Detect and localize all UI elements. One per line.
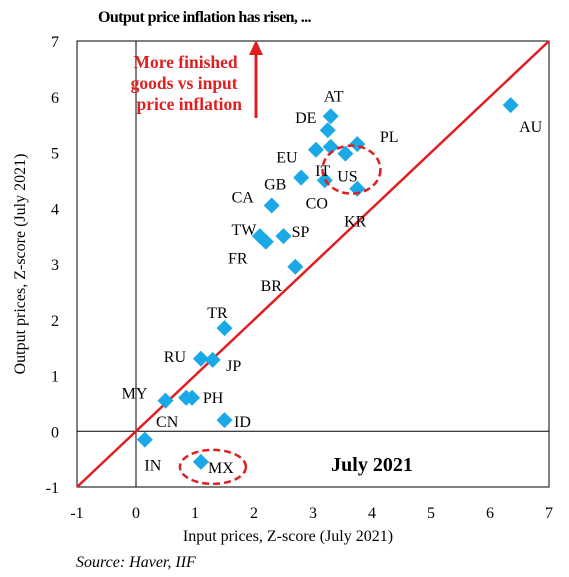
point-jp-marker xyxy=(204,351,221,368)
x-tick-label: 6 xyxy=(486,505,494,522)
y-axis-label: Output prices, Z-score (July 2021) xyxy=(12,154,29,375)
point-de-label: DE xyxy=(295,110,316,127)
point-id-label: ID xyxy=(234,414,251,431)
x-tick-label: 7 xyxy=(545,505,553,522)
point-gb-label: GB xyxy=(264,177,286,194)
x-tick-label: 0 xyxy=(132,505,140,522)
point-tw-label: TW xyxy=(231,222,257,239)
point-tr-marker xyxy=(216,320,233,337)
point-pl-marker xyxy=(349,136,366,153)
highlight-circle-mx xyxy=(178,448,248,486)
annotation-text: More finished goods vs input price infla… xyxy=(131,52,243,114)
point-cn-label: CN xyxy=(156,414,179,431)
y-tick-label: 4 xyxy=(51,201,59,218)
x-tick-label: 2 xyxy=(250,505,258,522)
point-ca-marker xyxy=(263,197,280,214)
point-eu-marker xyxy=(307,141,324,158)
highlight-circle-us xyxy=(321,144,382,195)
point-us-marker xyxy=(337,145,354,162)
point-eu-label: EU xyxy=(276,150,298,167)
x-tick-labels: -1 0 1 2 3 4 5 6 7 xyxy=(70,505,553,522)
y-tick-label: 2 xyxy=(51,313,59,330)
date-label: July 2021 xyxy=(331,454,413,476)
data-points xyxy=(136,97,519,470)
point-at-label: AT xyxy=(324,88,344,105)
point-de-marker xyxy=(319,122,336,139)
point-jp-label: JP xyxy=(226,358,241,375)
point-br-label: BR xyxy=(261,278,283,295)
y-tick-label: 0 xyxy=(51,424,59,441)
point-br-marker xyxy=(287,258,304,275)
point-au-label: AU xyxy=(519,119,543,136)
point-gb-marker xyxy=(293,169,310,186)
point-tr-label: TR xyxy=(207,305,228,322)
point-fr-marker xyxy=(257,233,274,250)
point-in-marker xyxy=(136,431,153,448)
point-au-marker xyxy=(502,97,519,114)
point-ph-label: PH xyxy=(203,390,224,407)
point-at-marker xyxy=(322,108,339,125)
point-cn-marker xyxy=(178,389,195,406)
y-tick-label: 5 xyxy=(51,146,59,163)
y-tick-label: 1 xyxy=(51,369,59,386)
point-my-label: MY xyxy=(122,386,148,403)
point-fr-label: FR xyxy=(228,251,248,268)
x-tick-label: 4 xyxy=(368,505,376,522)
point-id-marker xyxy=(216,412,233,429)
x-tick-label: 3 xyxy=(309,505,317,522)
x-axis-label: Input prices, Z-score (July 2021) xyxy=(183,528,393,545)
annotation-line-3: price inflation xyxy=(137,94,243,114)
point-co-label: CO xyxy=(306,195,328,212)
point-ru-label: RU xyxy=(164,349,187,366)
highlight-circles xyxy=(178,144,382,486)
source-note: Source: Haver, IIF xyxy=(76,554,196,571)
y-tick-label: 7 xyxy=(51,34,59,51)
point-sp-label: SP xyxy=(292,224,310,241)
y-tick-label: 3 xyxy=(51,257,59,274)
point-mx-label: MX xyxy=(208,460,234,477)
forty-five-degree-line xyxy=(76,40,550,488)
point-in-label: IN xyxy=(144,458,161,475)
point-sp-marker xyxy=(275,228,292,245)
annotation-line-2: goods vs input xyxy=(131,73,238,93)
y-tick-label: -1 xyxy=(46,480,59,497)
y-tick-labels: -1 0 1 2 3 4 5 6 7 xyxy=(46,34,59,497)
point-us-label: US xyxy=(337,169,357,186)
point-it-marker xyxy=(322,138,339,155)
plot-frame xyxy=(76,40,550,488)
annotation-line-1: More finished xyxy=(133,52,237,72)
point-kr-label: KR xyxy=(344,214,367,231)
point-mx-marker xyxy=(192,453,209,470)
point-ru-marker xyxy=(192,350,209,367)
point-ca-label: CA xyxy=(232,189,255,206)
annotation-arrow xyxy=(249,40,263,118)
x-tick-label: 1 xyxy=(191,505,199,522)
point-pl-label: PL xyxy=(380,129,399,146)
x-tick-label: -1 xyxy=(70,505,83,522)
x-tick-label: 5 xyxy=(427,505,435,522)
chart-title: Output price inflation has risen, ... xyxy=(98,9,312,26)
point-my-marker xyxy=(157,392,174,409)
y-tick-label: 6 xyxy=(51,90,59,107)
